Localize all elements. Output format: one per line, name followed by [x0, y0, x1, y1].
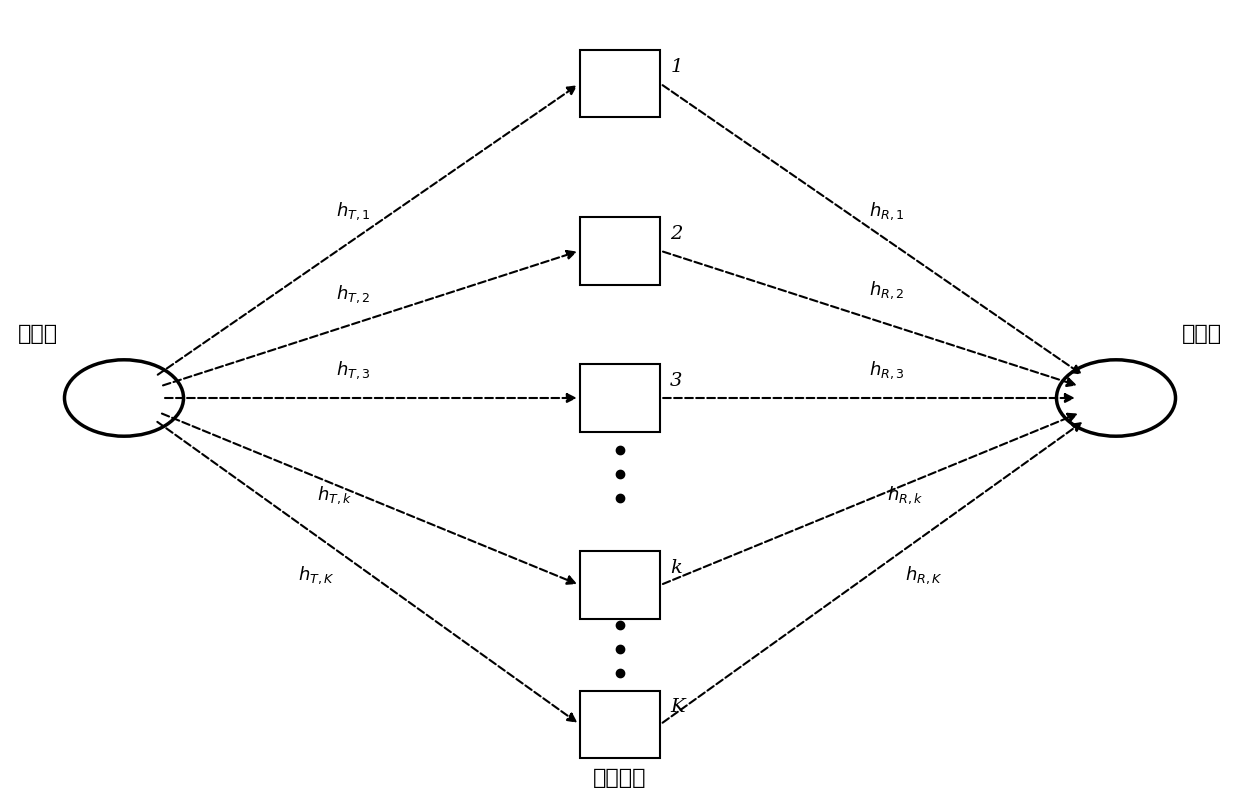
Text: $h_{R,K}$: $h_{R,K}$ — [905, 564, 942, 586]
Text: 3: 3 — [670, 373, 682, 390]
Bar — [580, 551, 660, 619]
Text: 中继节点: 中继节点 — [593, 768, 647, 788]
Bar — [580, 217, 660, 284]
Text: $h_{T,2}$: $h_{T,2}$ — [336, 283, 371, 306]
Text: $h_{T,3}$: $h_{T,3}$ — [336, 359, 371, 381]
Text: K: K — [670, 699, 684, 716]
Text: $h_{R,k}$: $h_{R,k}$ — [887, 484, 924, 506]
Text: 1: 1 — [670, 58, 682, 76]
Text: $h_{T,k}$: $h_{T,k}$ — [317, 484, 352, 506]
Text: $h_{T,K}$: $h_{T,K}$ — [298, 564, 335, 586]
Text: 2: 2 — [670, 224, 682, 243]
Text: $h_{T,1}$: $h_{T,1}$ — [336, 200, 371, 222]
Text: $h_{R,3}$: $h_{R,3}$ — [869, 359, 904, 381]
Text: 发射机: 发射机 — [19, 324, 58, 344]
Text: $h_{R,1}$: $h_{R,1}$ — [869, 200, 904, 222]
Text: $h_{R,2}$: $h_{R,2}$ — [869, 279, 904, 302]
Text: 接收机: 接收机 — [1182, 324, 1221, 344]
Text: k: k — [670, 559, 682, 577]
Bar — [580, 49, 660, 117]
Bar — [580, 690, 660, 758]
Bar — [580, 365, 660, 431]
